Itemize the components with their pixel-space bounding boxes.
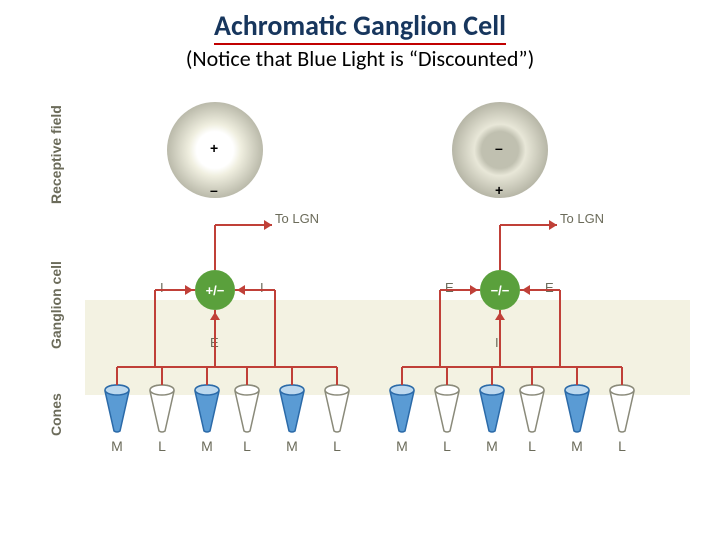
wiring bbox=[30, 105, 690, 525]
diagram: Receptive fieldGanglion cellCones+––++/−… bbox=[30, 105, 690, 525]
page-subtitle: (Notice that Blue Light is “Discounted”) bbox=[0, 45, 720, 72]
page-title: Achromatic Ganglion Cell bbox=[214, 8, 506, 45]
